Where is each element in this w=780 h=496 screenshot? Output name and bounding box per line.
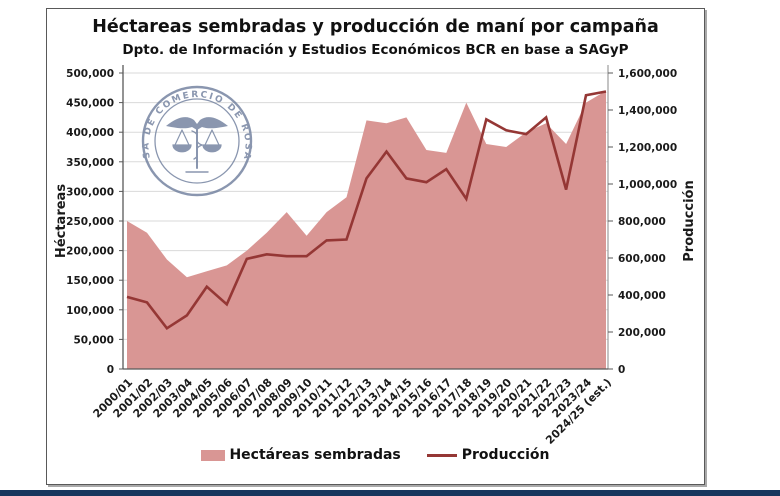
chart-subtitle: Dpto. de Información y Estudios Económic… <box>122 42 629 58</box>
left-axis-tick-label: 200,000 <box>66 246 114 258</box>
right-axis-tick-label: 400,000 <box>618 290 666 302</box>
legend-label-hectareas: Hectáreas sembradas <box>229 447 401 463</box>
logo-eagle-icon <box>166 117 228 130</box>
logo-left-scale-icon <box>172 129 192 153</box>
right-axis-tick-label: 1,000,000 <box>618 179 677 191</box>
left-axis-tick-label: 450,000 <box>66 98 114 110</box>
bcr-logo-watermark: BOLSA DE COMERCIO DE ROSARIO <box>141 85 253 197</box>
legend-swatch-hectareas <box>201 449 226 461</box>
hectareas-sembradas-area-series <box>127 90 606 370</box>
left-axis-tick-label: 100,000 <box>66 305 114 317</box>
logo-inner-circle <box>154 98 240 184</box>
x-axis-labels: 2000/012001/022002/032003/042004/052005/… <box>91 376 615 447</box>
right-axis-ticks: 0 200,000 400,000 600,000 800,000 1,000,000 1,… <box>608 68 677 376</box>
chart-title: Héctareas sembradas y producción de maní… <box>92 17 659 37</box>
bottom-blue-bar <box>0 490 780 496</box>
axes <box>122 65 609 370</box>
left-axis-tick-label: 50,000 <box>73 334 114 346</box>
legend: Hectáreas sembradas Producción <box>47 447 704 463</box>
legend-label-produccion: Producción <box>461 447 550 463</box>
left-axis-title: Héctareas <box>54 184 69 258</box>
left-axis-tick-label: 500,000 <box>66 68 114 80</box>
plot-area: BOLSA DE COMERCIO DE ROSARIO <box>54 65 697 447</box>
right-axis-tick-label: 800,000 <box>618 216 666 228</box>
logo-caduceus-icon <box>191 124 205 169</box>
left-axis-tick-label: 300,000 <box>66 186 114 198</box>
left-axis-ticks: 0 50,000 100,000 150,000 200,000 250,000 300,0… <box>66 68 123 376</box>
right-axis-tick-label: 600,000 <box>618 253 666 265</box>
left-axis-tick-label: 150,000 <box>66 275 114 287</box>
left-axis-tick-label: 350,000 <box>66 157 114 169</box>
left-axis-tick-label: 250,000 <box>66 216 114 228</box>
right-axis-tick-label: 200,000 <box>618 327 666 339</box>
right-axis-tick-label: 1,400,000 <box>618 105 677 117</box>
left-axis-tick-label: 400,000 <box>66 127 114 139</box>
legend-swatch-produccion <box>426 453 457 457</box>
logo-outer-circle <box>141 85 253 197</box>
logo-right-scale-icon <box>202 129 222 153</box>
chart-frame: BOLSA DE COMERCIO DE ROSARIO <box>46 8 705 485</box>
produccion-line-series <box>126 90 607 331</box>
right-axis-tick-label: 1,600,000 <box>618 68 677 80</box>
right-axis-tick-label: 0 <box>618 364 625 376</box>
right-axis-tick-label: 1,200,000 <box>618 142 677 154</box>
right-axis-title: Producción <box>682 180 697 262</box>
left-axis-tick-label: 0 <box>107 364 114 376</box>
